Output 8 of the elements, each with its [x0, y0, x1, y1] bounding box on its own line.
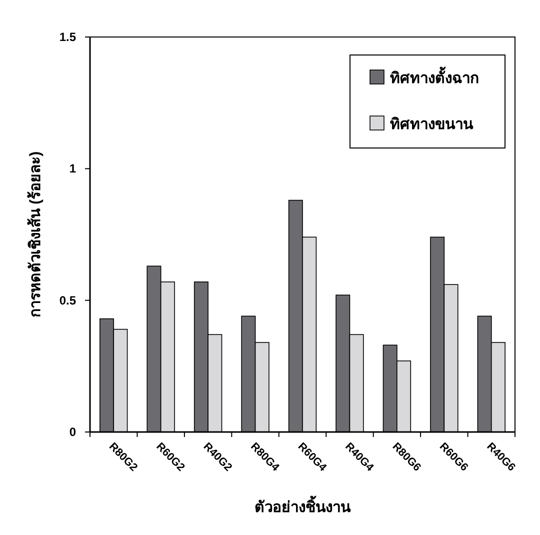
y-tick-label: 1 — [69, 162, 76, 176]
legend-label: ทิศทางขนาน — [390, 115, 474, 133]
y-axis-title: การหดตัวเชิงเส้น (ร้อยละ) — [26, 151, 44, 318]
legend-label: ทิศทางตั้งฉาก — [390, 66, 479, 87]
y-tick-label: 0.5 — [59, 293, 76, 308]
y-tick-label: 0 — [69, 425, 76, 439]
y-tick-label: 1.5 — [59, 30, 76, 44]
x-axis-title: ตัวอย่างชิ้นงาน — [254, 495, 352, 516]
